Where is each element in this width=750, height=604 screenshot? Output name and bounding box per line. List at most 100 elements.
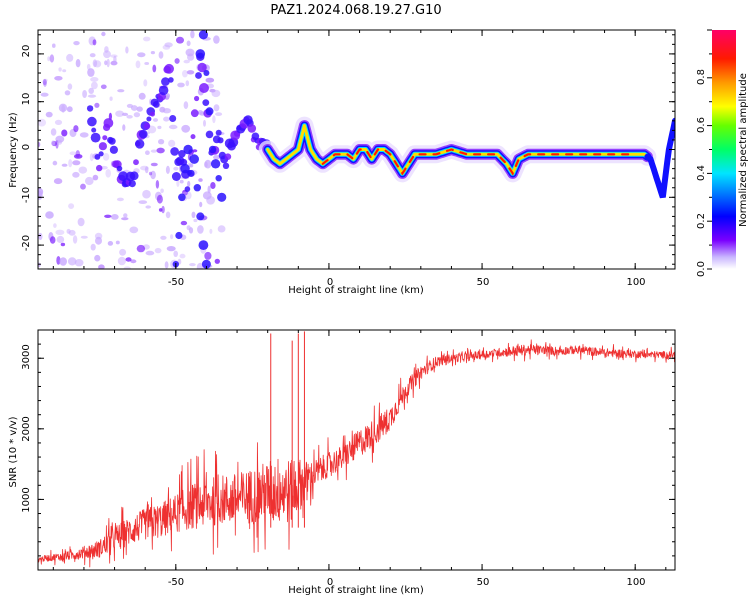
spectrogram-ridge-dot bbox=[217, 193, 226, 202]
snr-xtick-label: -50 bbox=[168, 577, 184, 588]
spectrogram-noise-blob bbox=[117, 198, 124, 202]
chart-title: PAZ1.2024.068.19.27.G10 bbox=[270, 3, 441, 18]
spectrogram-noise-blob bbox=[46, 112, 53, 118]
spectrogram-noise-blob bbox=[117, 89, 124, 92]
spectrogram-xtick-label: -50 bbox=[168, 277, 184, 288]
spectrogram-noise-blob bbox=[125, 46, 128, 53]
spectrogram-noise-blob bbox=[50, 236, 56, 244]
spectrogram-ytick-label: -10 bbox=[21, 187, 32, 203]
spectrogram-ridge-dot bbox=[164, 64, 174, 74]
spectrogram-ridge-dot bbox=[102, 135, 107, 140]
spectrogram-ridge-dot bbox=[175, 232, 182, 239]
colorbar-tick-label: 0.2 bbox=[696, 213, 707, 229]
spectrogram-noise-blob bbox=[93, 175, 99, 181]
spectrogram-ridge-dot bbox=[170, 147, 179, 156]
spectrogram-noise-blob bbox=[197, 225, 204, 234]
spectrogram-noise-blob bbox=[156, 148, 164, 154]
spectrogram-noise-blob bbox=[54, 76, 62, 81]
spectrogram-noise-blob bbox=[91, 82, 98, 90]
spectrogram-noise-blob bbox=[146, 251, 155, 256]
spectrogram-noise-blob bbox=[126, 115, 132, 119]
spectrogram-ridge-dot bbox=[196, 212, 204, 220]
spectrogram-noise-blob bbox=[57, 140, 62, 145]
spectrogram-ytick-label: -20 bbox=[21, 235, 32, 251]
spectrogram-ytick-label: 0 bbox=[21, 144, 32, 150]
spectrogram-noise-blob bbox=[123, 213, 127, 217]
colorbar-tick-label: 0.0 bbox=[696, 261, 707, 277]
spectrogram-noise-blob bbox=[149, 172, 152, 176]
spectrogram-noise-blob bbox=[198, 178, 202, 182]
spectrogram-noise-blob bbox=[143, 79, 147, 86]
spectrogram-noise-blob bbox=[73, 125, 78, 132]
spectrogram-noise-blob bbox=[164, 42, 172, 47]
spectrogram-ridge-dot bbox=[225, 153, 232, 160]
snr-marks bbox=[38, 331, 675, 567]
spectrogram-noise-blob bbox=[38, 119, 47, 127]
spectrogram-noise-blob bbox=[173, 167, 178, 171]
spectrogram-noise-blob bbox=[50, 54, 54, 62]
snr-xlabel: Height of straight line (km) bbox=[288, 585, 424, 596]
spectrogram-noise-blob bbox=[52, 44, 56, 48]
spectrogram-noise-blob bbox=[175, 58, 180, 64]
spectrogram-noise-blob bbox=[41, 93, 49, 97]
spectrogram-ylabel: Frequency (Hz) bbox=[8, 112, 19, 188]
spectrogram-noise-blob bbox=[116, 241, 120, 245]
spectrogram-noise-blob bbox=[156, 180, 159, 189]
spectrogram-noise-blob bbox=[90, 53, 96, 57]
spectrogram-ridge-dot bbox=[189, 154, 199, 164]
spectrogram-noise-blob bbox=[181, 221, 187, 225]
spectrogram-noise-blob bbox=[68, 159, 72, 167]
spectrogram-ridge-dot bbox=[91, 128, 96, 133]
spectrogram-noise-blob bbox=[181, 125, 190, 133]
spectrogram-noise-blob bbox=[143, 37, 150, 42]
spectrogram-ridge-dot bbox=[159, 86, 169, 96]
spectrogram-ridge-dot bbox=[216, 130, 222, 136]
spectrogram-noise-blob bbox=[58, 67, 61, 71]
spectrogram-noise-blob bbox=[45, 211, 54, 219]
snr-ylabel: SNR (10 * v/v) bbox=[8, 416, 19, 487]
spectrogram-noise-blob bbox=[105, 169, 111, 178]
spectrogram-noise-blob bbox=[192, 212, 196, 218]
spectrogram-noise-blob bbox=[137, 52, 145, 57]
spectrogram-noise-blob bbox=[184, 101, 189, 109]
figure: PAZ1.2024.068.19.27.G10 -50 0 50 100 20 … bbox=[0, 0, 750, 600]
spectrogram-noise-blob bbox=[72, 172, 79, 178]
spectrogram-noise-blob bbox=[61, 243, 65, 246]
spectrogram-noise-blob bbox=[80, 132, 89, 137]
spectrogram-ridge-dot bbox=[183, 145, 192, 154]
spectrogram-noise-blob bbox=[187, 181, 190, 187]
spectrogram-noise-blob bbox=[215, 112, 222, 116]
spectrogram-ridge-dot bbox=[195, 72, 202, 79]
spectrogram-xtick-label: 100 bbox=[626, 277, 645, 288]
spectrogram-noise-blob bbox=[69, 230, 76, 236]
spectrogram-noise-blob bbox=[153, 118, 158, 122]
spectrogram-noise-blob bbox=[137, 106, 143, 111]
spectrogram-noise-blob bbox=[121, 217, 128, 220]
colorbar-ticks bbox=[707, 30, 712, 269]
spectrogram-ridge-dot bbox=[117, 166, 123, 172]
spectrogram-noise-blob bbox=[95, 233, 102, 240]
spectrogram-noise-blob bbox=[118, 257, 126, 266]
spectrogram-panel: -50 0 50 100 20 10 0 -10 -20 Height of s… bbox=[8, 30, 675, 296]
spectrogram-ridge-dot bbox=[146, 117, 151, 122]
spectrogram-noise-blob bbox=[73, 235, 77, 243]
spectrogram-noise-blob bbox=[209, 229, 212, 234]
spectrogram-noise-blob bbox=[169, 125, 178, 129]
spectrogram-ridge-dot bbox=[87, 117, 97, 127]
spectrogram-ridge-dot bbox=[206, 107, 214, 115]
spectrogram-ridge-dot bbox=[217, 137, 223, 143]
spectrogram-noise-blob bbox=[165, 261, 169, 268]
spectrogram-noise-blob bbox=[204, 162, 208, 168]
spectrogram-ridge-dot bbox=[211, 159, 220, 168]
colorbar-tick-label: 0.4 bbox=[696, 165, 707, 181]
spectrogram-noise-blob bbox=[76, 59, 81, 67]
spectrogram-noise-blob bbox=[111, 214, 119, 220]
spectrogram-noise-blob bbox=[151, 150, 157, 153]
spectrogram-noise-blob bbox=[129, 227, 138, 234]
spectrogram-ridge-dot bbox=[168, 77, 174, 83]
spectrogram-noise-blob bbox=[67, 106, 73, 112]
spectrogram-noise-blob bbox=[38, 233, 42, 240]
spectrogram-noise-blob bbox=[168, 140, 175, 147]
spectrogram-ridge-dot bbox=[139, 130, 148, 139]
spectrogram-noise-blob bbox=[215, 259, 220, 264]
